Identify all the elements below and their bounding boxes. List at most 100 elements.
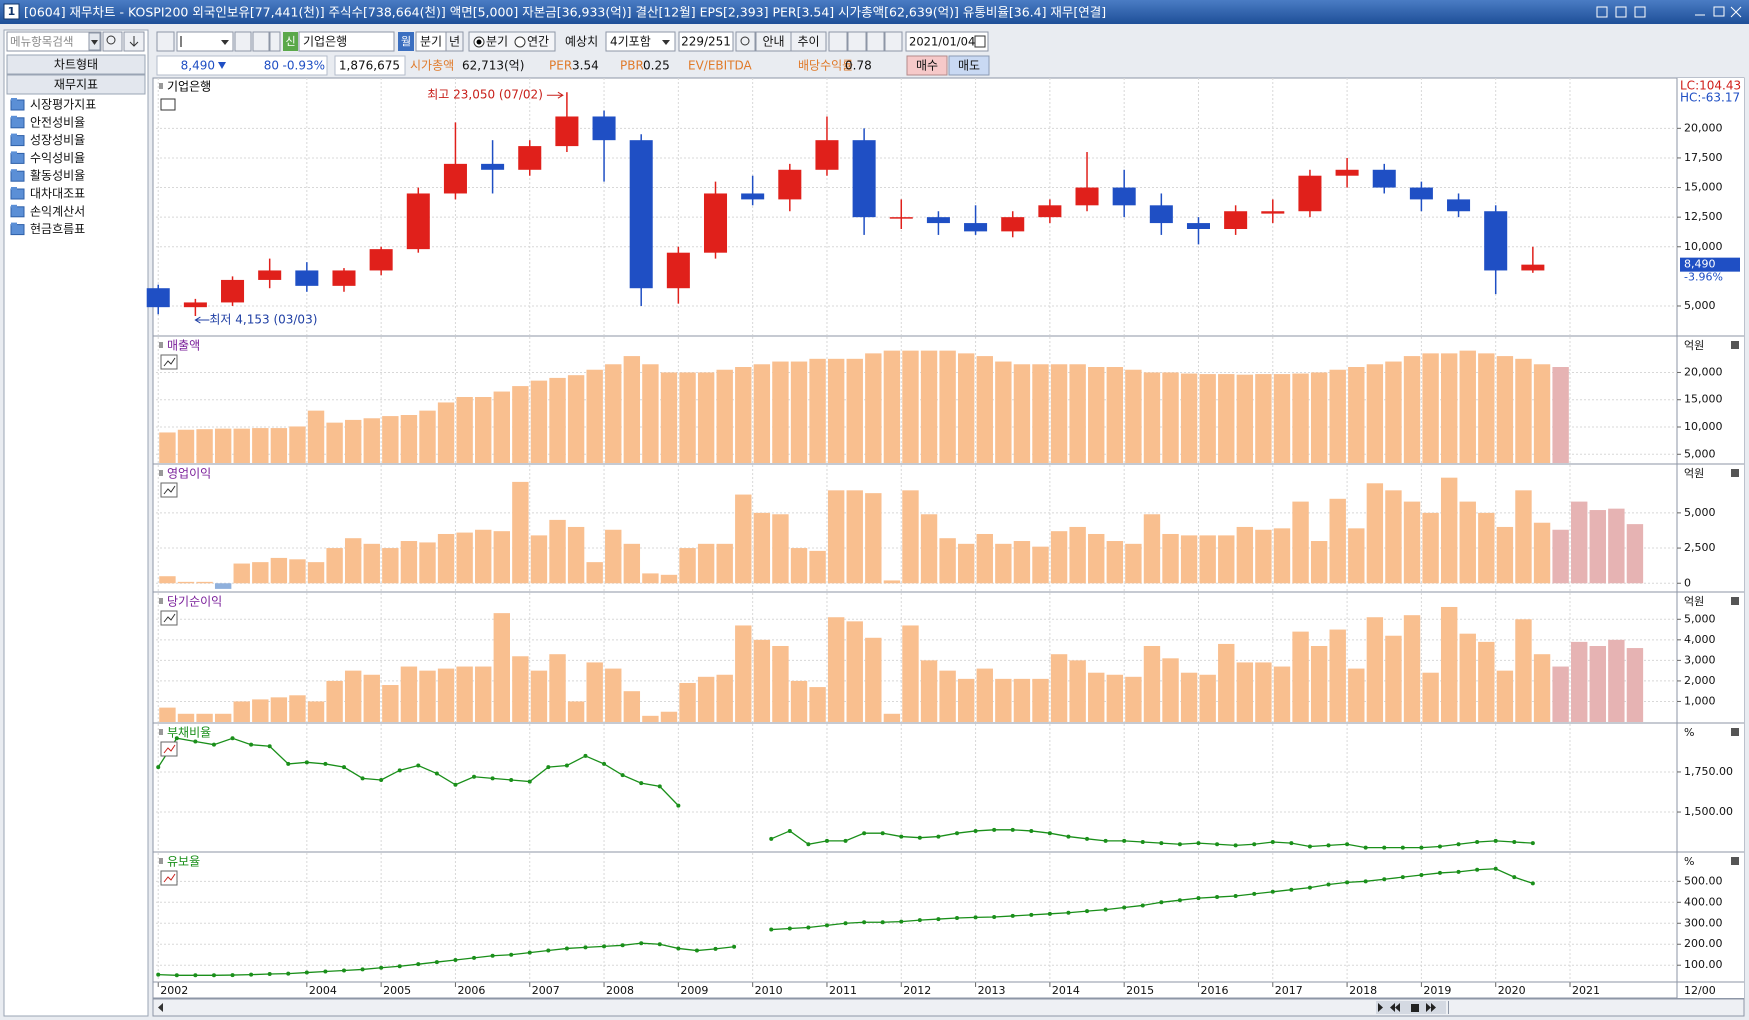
period-option[interactable]: [445, 31, 464, 52]
date-field[interactable]: [905, 31, 989, 52]
y-tick-label: 5,000: [1684, 299, 1716, 312]
y-tick-label: 1,500.00: [1684, 805, 1733, 818]
bar: [1348, 367, 1365, 463]
bar: [549, 377, 566, 463]
bar: [1088, 672, 1105, 722]
bar: [1218, 374, 1235, 463]
bar: [1478, 353, 1495, 463]
tab[interactable]: [6, 54, 146, 75]
x-tick-label: 2012: [903, 984, 931, 997]
line-point: [267, 744, 272, 749]
line-point: [787, 828, 792, 833]
bar: [1255, 374, 1272, 463]
tool-button[interactable]: [735, 31, 756, 52]
tool-button[interactable]: [828, 31, 848, 52]
bar: [1552, 529, 1569, 584]
buy-button[interactable]: [906, 55, 948, 76]
line-point: [1140, 903, 1145, 908]
period-option-text: 분기: [420, 35, 442, 49]
candle-body: [1335, 169, 1359, 176]
bar: [735, 494, 752, 584]
line-point: [862, 920, 867, 925]
bar: [344, 538, 362, 584]
scroll-left[interactable]: [158, 1003, 163, 1012]
scrollbar[interactable]: [152, 998, 1745, 1017]
bar: [344, 419, 362, 463]
hc-label: HC:-63.17: [1680, 91, 1740, 105]
code-input[interactable]: [176, 31, 234, 52]
line-point: [304, 760, 309, 765]
button[interactable]: [790, 31, 827, 52]
tab[interactable]: [6, 74, 146, 95]
control-icon[interactable]: [1596, 6, 1608, 18]
tool-button[interactable]: [847, 31, 867, 52]
title-marker: [159, 83, 163, 89]
bar: [1069, 660, 1086, 722]
y-tick-label: 0: [1684, 576, 1691, 589]
maximize-button[interactable]: [1713, 6, 1725, 17]
bar: [289, 559, 306, 584]
bar: [846, 621, 863, 722]
line-point: [1177, 898, 1182, 903]
sell-button[interactable]: [948, 55, 990, 76]
bar: [679, 682, 696, 722]
bar: [456, 666, 473, 722]
line: [158, 942, 735, 976]
bar: [1403, 356, 1421, 463]
folder-icon: [10, 135, 25, 147]
tool-button[interactable]: [234, 31, 252, 52]
indicator-glyph: [163, 613, 176, 623]
control-icon[interactable]: [1615, 6, 1627, 18]
bar: [1571, 641, 1588, 722]
folder-tab: [11, 151, 17, 155]
window-controls[interactable]: [1596, 6, 1742, 18]
estimate-dropdown[interactable]: [605, 31, 676, 52]
close-button[interactable]: [1730, 6, 1742, 18]
radio[interactable]: [514, 36, 526, 48]
bar: [159, 707, 176, 722]
tool-button[interactable]: [884, 31, 903, 52]
x-tick-label: 2002: [160, 984, 188, 997]
candle-body: [1409, 187, 1433, 200]
tool-button[interactable]: [156, 31, 175, 52]
bar: [920, 514, 938, 584]
bar: [642, 573, 659, 584]
period-badge[interactable]: [398, 32, 414, 51]
candle-body: [1186, 223, 1211, 230]
tool-button[interactable]: [866, 31, 885, 52]
quote-bar: 8,490 80 -0.93% 1,876,675 시가총액 62,713(억)…: [156, 55, 990, 76]
bar: [642, 364, 659, 463]
control-icon[interactable]: [1634, 6, 1646, 18]
sidebar: [3, 29, 149, 1017]
bar: [1440, 477, 1458, 584]
tool-button[interactable]: [252, 31, 270, 52]
bar: [1125, 369, 1142, 463]
annotation: 최저 4,153 (03/03): [209, 313, 317, 327]
bar: [289, 426, 306, 463]
bar: [1496, 356, 1514, 463]
nav-buttons[interactable]: [1378, 1003, 1436, 1012]
stock-name-field[interactable]: [298, 31, 395, 52]
line-point: [1493, 838, 1498, 843]
bar: [1050, 531, 1068, 584]
line-point: [527, 950, 532, 955]
annotation-arrow: [546, 91, 564, 99]
line-point: [472, 774, 477, 779]
search-button[interactable]: [102, 31, 123, 52]
bar: [1088, 367, 1105, 463]
search-input[interactable]: [6, 31, 102, 52]
bar: [475, 666, 492, 722]
line-point: [1103, 838, 1108, 843]
bar: [1422, 353, 1439, 463]
bar: [939, 670, 956, 722]
line-point: [509, 952, 514, 957]
tool-button[interactable]: [269, 31, 281, 52]
bar: [809, 550, 826, 584]
panel-close: [1731, 341, 1739, 349]
stock-name: 기업은행: [303, 34, 347, 49]
line-point: [564, 946, 569, 951]
bar: [233, 428, 250, 463]
annotation-arrow: [194, 316, 210, 324]
candle-body: [964, 223, 988, 232]
sidebar-item: 안전성비율: [30, 115, 85, 129]
